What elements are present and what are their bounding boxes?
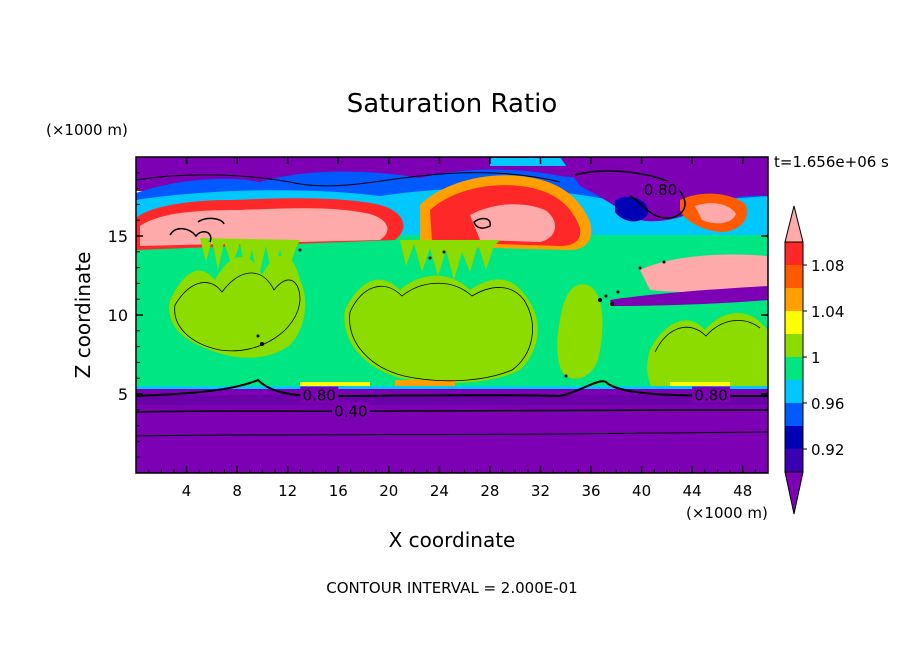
anvil-right-pink-core	[695, 203, 736, 224]
colorbar-swatch	[785, 334, 803, 357]
colorbar-swatch	[785, 265, 803, 288]
inversion-yellow-left	[300, 382, 370, 387]
anvil-center-pink	[470, 204, 556, 242]
contour-labels: 0.800.400.800.80	[300, 181, 731, 420]
colorbar-swatch	[785, 311, 803, 334]
colorbar-swatch	[785, 426, 803, 449]
colorbar-swatch	[785, 357, 803, 380]
x-unit-label: (×1000 m)	[686, 504, 768, 522]
colorbar-label: 0.96	[811, 395, 844, 413]
contour-label-backing	[300, 386, 339, 403]
saturation-field	[136, 157, 768, 473]
x-tick-label: 32	[531, 482, 550, 500]
colorbar-swatch	[785, 242, 803, 265]
lime-spikes-center	[400, 240, 500, 280]
x-axis-ticks: 4 8 12 16 20 24 28 32 36 40 44 48	[148, 157, 756, 500]
scatter-marks	[256, 248, 666, 378]
y-tick-label: 15	[108, 227, 128, 246]
y-axis-title: Z coordinate	[71, 252, 95, 379]
colorbar-swatch	[785, 380, 803, 403]
colorbar-label: 1	[811, 349, 821, 367]
region-boundary-dark-band	[136, 395, 768, 405]
lime-region-center	[344, 275, 538, 383]
contour-label: 0.80	[303, 387, 336, 405]
x-tick-label: 28	[480, 482, 499, 500]
contour-0.80-boundary	[136, 378, 768, 398]
colorbar-extend-high	[784, 205, 804, 243]
anvil-left-pink	[140, 208, 388, 246]
colorbar-swatch	[785, 288, 803, 311]
contour-upper-thin	[136, 172, 561, 187]
contour-0.40-boundary	[136, 409, 768, 413]
x-tick-label: 24	[430, 482, 449, 500]
colorbar-label: 1.04	[811, 303, 844, 321]
colorbar-swatch	[785, 403, 803, 426]
time-label: t=1.656e+06 s	[774, 153, 889, 171]
contour-interval-footer: CONTOUR INTERVAL = 2.000E-01	[326, 579, 577, 597]
contour-anvil-center	[473, 217, 491, 229]
lime-region-right	[557, 284, 603, 379]
y-tick-label: 10	[108, 306, 128, 325]
x-tick-label: 4	[182, 482, 192, 500]
x-tick-label: 20	[379, 482, 398, 500]
y-axis-ticks: 5 10 15	[108, 172, 768, 458]
inversion-cyan-strip	[136, 386, 768, 389]
x-tick-label: 44	[683, 482, 702, 500]
contour-label-backing	[331, 402, 370, 419]
contour-mid-right	[654, 320, 761, 353]
anvil-right-pink	[640, 254, 768, 293]
x-tick-label: 12	[278, 482, 297, 500]
colorbar-swatch	[785, 449, 803, 472]
top-cyan-strip	[490, 158, 570, 166]
lime-region-far-right	[647, 312, 768, 388]
x-axis-title: X coordinate	[389, 528, 516, 552]
x-tick-label: 8	[232, 482, 242, 500]
contour-mid-left	[174, 272, 301, 352]
colorbar-label: 1.08	[811, 257, 844, 275]
inversion-orange-center	[395, 380, 455, 386]
contour-lower-thin	[136, 431, 768, 437]
lime-region-left	[169, 255, 306, 358]
contour-label: 0.80	[644, 181, 677, 199]
colorbar-label: 0.92	[811, 441, 844, 459]
contour-label-backing	[692, 386, 731, 403]
colorbar-extend-low	[784, 471, 804, 515]
chart-title: Saturation Ratio	[347, 89, 558, 119]
x-tick-label: 40	[632, 482, 651, 500]
y-tick-label: 5	[118, 385, 128, 404]
y-unit-label: (×1000 m)	[46, 121, 128, 139]
right-purple-tongue	[610, 286, 768, 306]
contour-label: 0.80	[694, 387, 727, 405]
colorbar: 0.92 0.96 1 1.04 1.08	[784, 205, 844, 515]
inversion-yellow-right	[670, 382, 730, 387]
x-tick-label: 36	[581, 482, 600, 500]
x-tick-label: 48	[733, 482, 752, 500]
contour-0.80-upper-right	[574, 170, 686, 219]
contour-anvil-left	[169, 217, 225, 243]
x-tick-label: 16	[329, 482, 348, 500]
contour-mid-center	[349, 282, 533, 382]
contour-label-backing	[641, 181, 680, 198]
lime-spikes-left	[200, 238, 300, 280]
contour-label: 0.40	[334, 402, 367, 420]
